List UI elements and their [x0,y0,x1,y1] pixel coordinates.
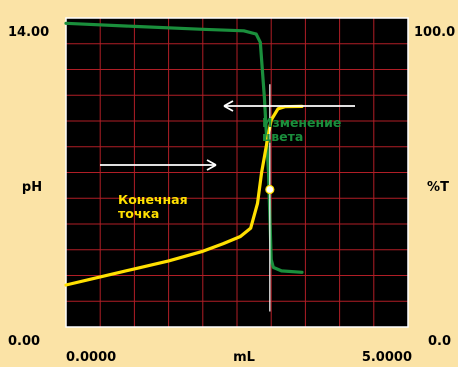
x-tick-label-end: 5.0000 [362,350,412,365]
endpoint-marker [265,184,275,195]
ph-curve [64,104,304,287]
arrow-color-change [223,100,355,112]
annotation-line: точка [118,206,159,221]
x-axis-unit-label: mL [233,350,255,365]
y-right-axis-label: %T [427,180,449,195]
arrow-head [223,100,234,112]
y-left-bottom-label: 0.00 [8,334,40,349]
arrow-endpoint [100,159,217,171]
y-right-top-label: 100.0 [414,25,455,40]
annotation-line: Изменение [262,115,341,130]
grid [66,18,408,327]
y-left-axis-label: pH [22,180,42,195]
annotation-color-change: Изменение цвета [262,115,341,144]
x-tick-label-start: 0.0000 [66,350,116,365]
annotation-endpoint: Конечная точка [118,192,188,221]
annotation-line: цвета [262,129,303,144]
annotation-line: Конечная [118,192,188,207]
y-right-bottom-label: 0.0 [428,334,451,349]
plot-frame [65,17,409,328]
arrow-head [206,159,217,171]
y-left-top-label: 14.00 [8,25,49,40]
color-change-curve [64,21,304,274]
